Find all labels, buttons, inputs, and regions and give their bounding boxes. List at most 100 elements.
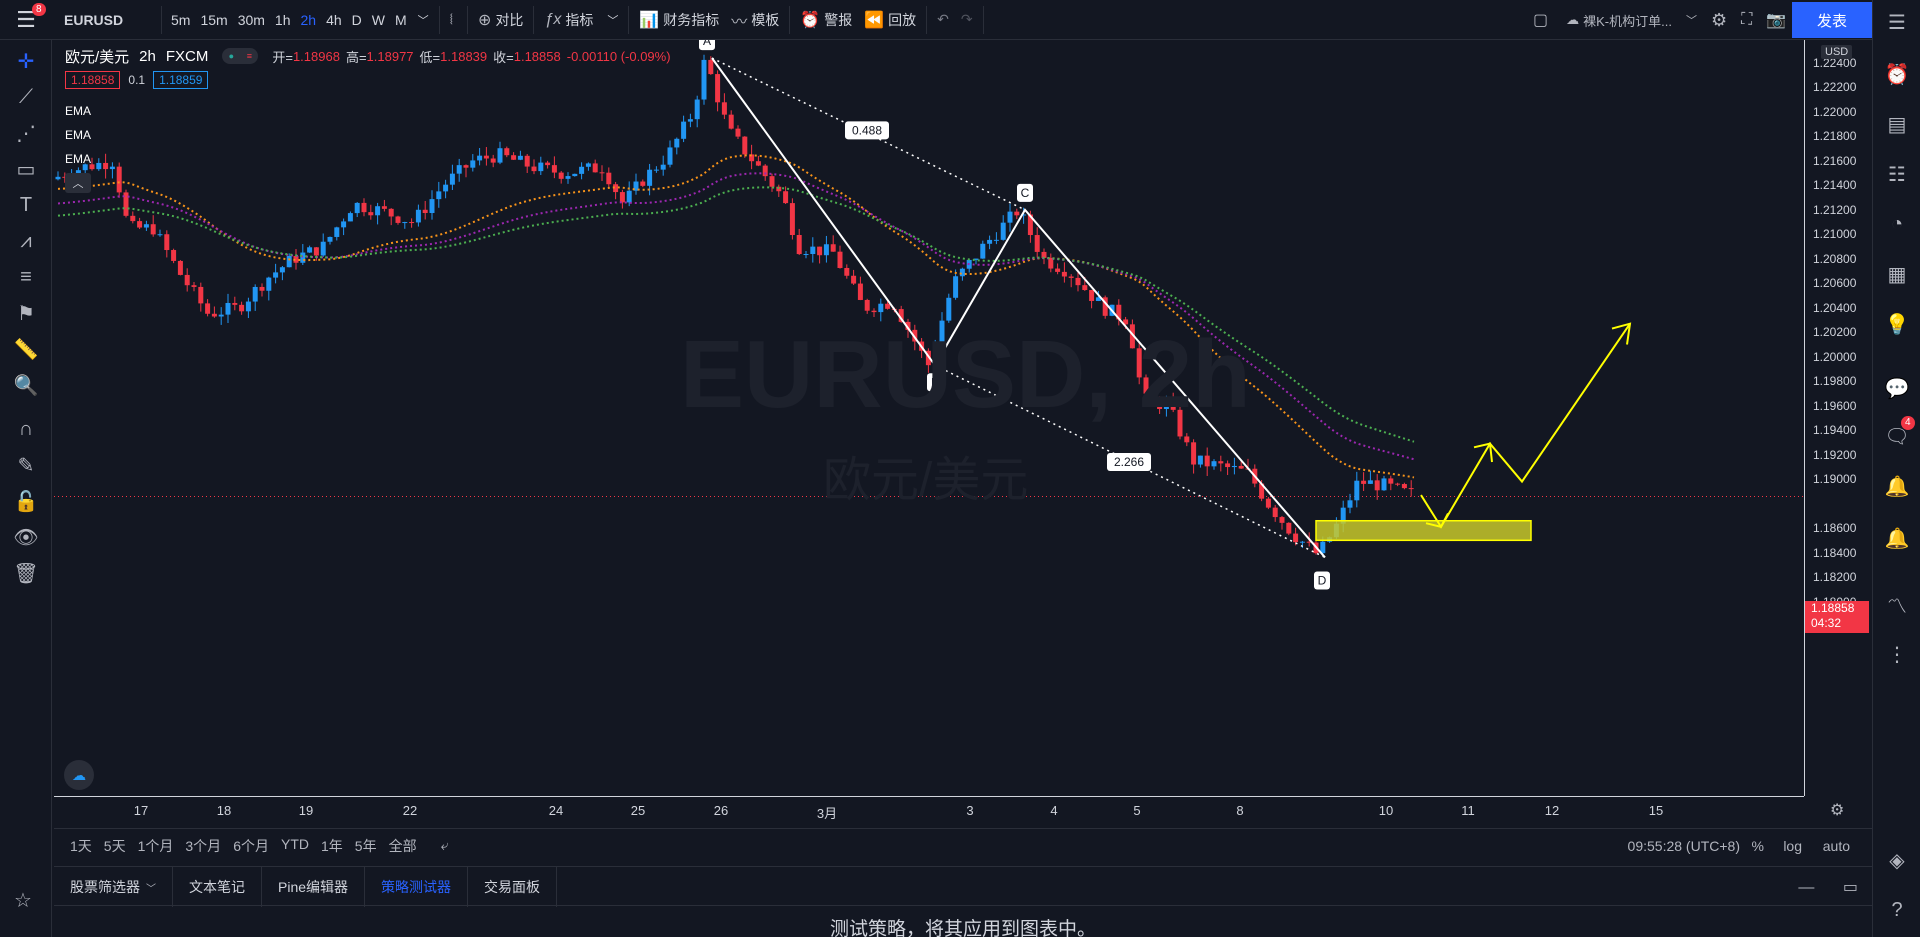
interval-D[interactable]: D [351,11,362,28]
calendar-icon[interactable]: ▦ [1887,263,1907,286]
buy-button[interactable]: 1.18859 [153,71,209,89]
chart-pane[interactable]: A B C D 0.488 2.266 [54,40,1804,796]
bell-icon[interactable]: 🔔 [1884,527,1910,550]
interval-dropdown[interactable]: ﹀ [412,0,435,40]
pattern-icon[interactable]: ⩘ [20,229,32,252]
bottom-tab[interactable]: 股票筛选器 ﹀ [54,867,173,907]
compare-button[interactable]: ⊕ 对比 [472,0,529,40]
interval-W[interactable]: W [371,11,385,28]
favorites-star-icon[interactable]: ☆ [14,890,32,912]
bottom-tab[interactable]: 策略测试器 [365,867,469,907]
eye-icon[interactable]: 👁 [13,526,39,549]
zoom-in-icon[interactable]: 🔍 [13,374,39,397]
lightbulb-icon[interactable]: 🔔 [1884,475,1910,498]
range-option[interactable]: 全部 [388,837,417,854]
chat-icon[interactable]: 💬 [1884,377,1910,400]
currency-badge[interactable]: USD [1821,45,1853,59]
fullscreen-icon[interactable]: ⛶ [1741,11,1753,28]
ratio-label-ac[interactable]: 0.488 [845,121,889,140]
ema-indicator-label[interactable]: EMA [65,128,92,142]
interval-4h[interactable]: 4h [326,11,342,28]
replay-button[interactable]: ⏪ 回放 [858,0,922,40]
financials-button[interactable]: 📊 财务指标 [633,0,725,40]
order-panel-icon[interactable]: ⋮ [1887,643,1907,666]
range-option[interactable]: 6个月 [233,837,269,854]
pattern-point-c[interactable]: C [1017,183,1033,202]
templates-button[interactable]: 〰模板 [725,0,785,40]
ema-indicator-label[interactable]: EMA [65,104,92,118]
symbol-search[interactable]: EURUSD [64,11,124,28]
undo-button[interactable]: ↶ [931,0,955,40]
menu-icon: ≡ [246,51,253,61]
tradingview-logo[interactable]: ☁ [64,760,94,790]
interval-2h[interactable]: 2h [300,11,317,28]
bottom-tab[interactable]: Pine编辑器 [262,867,366,907]
news-icon[interactable]: ☷ [1888,163,1906,186]
chart-style-button[interactable]: ⧙ [444,0,463,40]
range-option[interactable]: 3个月 [185,837,222,854]
range-option[interactable]: 5年 [354,837,377,854]
ruler-icon[interactable]: 📏 [13,338,39,361]
range-option[interactable]: 1个月 [137,837,174,854]
prediction-icon[interactable]: ≡ [20,265,32,288]
camera-icon[interactable]: 📷 [1766,12,1787,29]
price-axis[interactable]: 1.22400 1.22200 1.22000 1.21800 1.21600 1.214… [1804,40,1872,796]
magnet-icon[interactable]: ∩ [18,417,34,440]
auto-toggle[interactable]: auto [1822,837,1850,854]
interval-M[interactable]: M [395,11,407,28]
hotlist-icon[interactable]: ◔ [1890,212,1904,235]
publish-button[interactable]: 发表 [1792,2,1872,38]
chat-icon[interactable]: 🗨 [1884,425,1910,448]
goto-date-icon[interactable]: ⤶ [440,837,449,853]
range-option[interactable]: 1年 [320,837,343,854]
main-menu-button[interactable]: ☰ 8 [0,0,52,40]
percent-toggle[interactable]: % [1751,837,1764,854]
range-option[interactable]: 1天 [70,837,92,854]
clock-display[interactable]: 09:55:28 (UTC+8) [1627,837,1740,854]
pattern-point-b[interactable]: B [927,373,943,392]
bottom-tab[interactable]: 交易面板 [468,867,558,907]
gear-icon[interactable]: ⚙ [1710,9,1728,30]
indicators-button[interactable]: ƒx 指标 ﹀ [538,0,624,40]
pattern-point-a[interactable]: A [699,40,715,51]
ideas-icon[interactable]: 💡 [1884,313,1910,336]
log-toggle[interactable]: log [1783,837,1802,854]
interval-30m[interactable]: 30m [237,11,265,28]
alert-button[interactable]: ⏰ 警报 [794,0,858,40]
legend-collapse-button[interactable]: ︿ [65,173,91,193]
layout-selector[interactable]: ▢ ☁ 裸K-机构订单... ﹀ ⚙ ⛶ 📷 [1533,0,1786,40]
data-window-icon[interactable]: ▤ [1887,113,1907,136]
range-option[interactable]: 5天 [103,837,126,854]
lock-icon[interactable]: 🔓 [13,490,39,513]
time-axis[interactable]: 17 18 19 22 24 25 26 3月 3 4 5 8 10 11 12 15 [54,796,1804,824]
ratio-label-bd[interactable]: 2.266 [1107,452,1151,471]
crosshair-icon[interactable]: ✛ [17,50,35,73]
watchlist-icon[interactable]: ☰ [1888,11,1906,34]
legend-symbol-title[interactable]: 欧元/美元 [65,48,130,66]
flag-icon[interactable]: ⚑ [17,302,35,325]
trendline-icon[interactable]: ⟋ [19,85,33,108]
rectangle-icon[interactable]: ▭ [16,158,36,181]
interval-5m[interactable]: 5m [171,11,191,28]
sell-button[interactable]: 1.18858 [65,71,121,89]
help-icon[interactable]: ? [1891,898,1903,921]
text-icon[interactable]: T [19,193,33,216]
minimize-icon[interactable]: — [1798,879,1815,896]
range-option[interactable]: YTD [280,835,309,852]
bottom-tab[interactable]: 文本笔记 [173,867,262,907]
interval-15m[interactable]: 15m [200,11,228,28]
maximize-icon[interactable]: ▭ [1842,879,1858,896]
fib-icon[interactable]: ⋰ [16,122,36,145]
lock-draw-icon[interactable]: ✎ [17,454,35,477]
pattern-point-d[interactable]: D [1314,571,1330,590]
legend-toggle[interactable]: ● ≡ [222,48,259,64]
alarm-clock-icon[interactable]: ⏰ [1884,63,1910,86]
pattern-chart-icon[interactable]: 〽 [1887,595,1907,618]
gear-icon[interactable]: ⚙ [1830,802,1845,819]
interval-1h[interactable]: 1h [274,11,291,28]
layers-icon[interactable]: ◈ [1889,849,1905,872]
ema-line-orange [57,154,1415,479]
redo-button[interactable]: ↷ [955,0,979,40]
ema-indicator-label[interactable]: EMA [65,152,92,166]
trash-icon[interactable]: 🗑 [13,562,39,585]
